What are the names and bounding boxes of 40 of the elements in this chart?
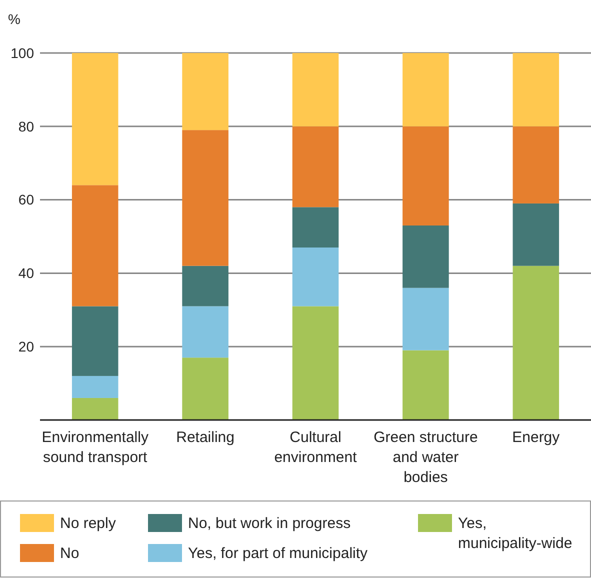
y-tick-label: 100 [10,44,34,61]
legend-label: Yes, municipality-wide [458,515,572,552]
bar [182,306,228,358]
bar [402,288,449,350]
bar [72,53,118,186]
legend-label: No, but work in progress [188,515,351,532]
bar [512,126,560,204]
bar [182,53,228,130]
legend-label: Yes, for part of municipality [188,545,368,562]
legend-label: No reply [60,515,116,532]
bar [402,225,449,288]
x-tick-label: Green structure and water bodies [374,429,478,486]
bar [512,266,560,420]
bar [72,306,118,376]
bar [182,358,228,420]
y-tick-label: 60 [18,192,34,208]
bar [182,130,228,266]
y-tick-label: 40 [18,265,34,282]
bar [512,53,560,126]
x-tick-label: Energy [512,429,560,446]
y-tick-label: 20 [18,338,34,354]
bar [512,203,560,266]
x-tick-label: Environmentally sound transport [42,429,149,466]
bar [72,185,118,306]
bar [402,350,449,420]
bar [182,266,228,306]
y-tick-label: 80 [18,118,34,134]
bar [292,207,339,248]
bar [72,398,118,420]
x-tick-label: Retailing [176,429,234,446]
x-tick-label: Cultural environment [274,429,358,466]
bar [292,126,339,208]
bar [402,53,449,126]
y-axis-title: % [8,11,20,27]
bar [72,376,118,398]
legend-label: No [60,545,80,562]
bar [402,126,449,226]
bar [292,306,339,420]
bar [292,53,339,126]
bar [292,248,339,306]
